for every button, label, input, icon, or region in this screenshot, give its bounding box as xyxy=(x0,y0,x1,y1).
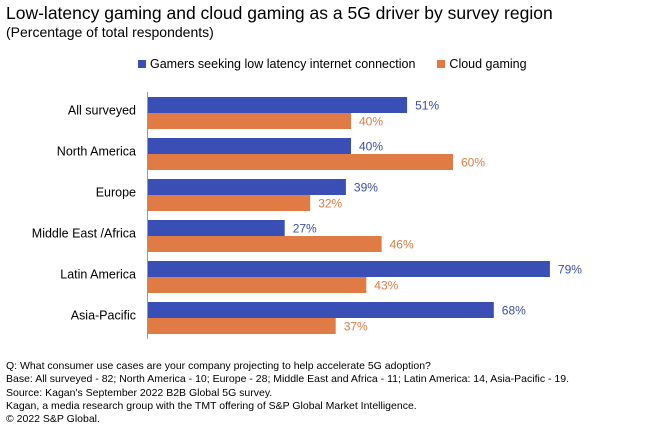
bar-chart: All surveyed 51% 40% North America 40% 60% Eur… xyxy=(32,92,582,339)
legend: Gamers seeking low latency internet conn… xyxy=(138,57,549,71)
data-label-cloud-gaming: 32% xyxy=(318,197,342,211)
category-label: Latin America xyxy=(60,268,136,282)
chart-subtitle: (Percentage of total respondents) xyxy=(6,24,214,40)
bar-low-latency xyxy=(147,220,285,236)
data-label-low-latency: 51% xyxy=(415,99,439,113)
bar-low-latency xyxy=(147,179,346,195)
data-label-low-latency: 27% xyxy=(293,222,317,236)
data-label-low-latency: 40% xyxy=(359,140,383,154)
data-label-cloud-gaming: 43% xyxy=(374,279,398,293)
data-label-cloud-gaming: 46% xyxy=(390,238,414,252)
data-label-low-latency: 79% xyxy=(558,263,582,277)
data-label-low-latency: 68% xyxy=(502,304,526,318)
category-label: Middle East /Africa xyxy=(32,227,136,241)
bar-cloud-gaming xyxy=(147,318,336,334)
bar-cloud-gaming xyxy=(147,277,367,293)
legend-swatch-low-latency xyxy=(138,60,146,68)
bar-cloud-gaming xyxy=(147,113,351,129)
footnotes: Q: What consumer use cases are your comp… xyxy=(6,360,569,426)
chart-title: Low-latency gaming and cloud gaming as a… xyxy=(6,3,553,23)
category-label: Europe xyxy=(96,186,136,200)
bar-low-latency xyxy=(147,302,494,318)
bar-cloud-gaming xyxy=(147,154,453,170)
footnote-base: Base: All surveyed - 82; North America -… xyxy=(6,373,569,386)
legend-item-low-latency: Gamers seeking low latency internet conn… xyxy=(138,57,415,71)
legend-label-cloud-gaming: Cloud gaming xyxy=(449,57,527,71)
footnote-copyright: © 2022 S&P Global. xyxy=(6,413,100,426)
data-label-cloud-gaming: 40% xyxy=(359,115,383,129)
bar-low-latency xyxy=(147,97,408,113)
footnote-kagan: Kagan, a media research group with the T… xyxy=(6,399,417,412)
footnote-question: Q: What consumer use cases are your comp… xyxy=(6,360,431,372)
bar-cloud-gaming xyxy=(147,236,382,252)
footnote-source: Source: Kagan's September 2022 B2B Globa… xyxy=(6,386,273,399)
bar-cloud-gaming xyxy=(147,195,311,211)
bar-low-latency xyxy=(147,138,351,154)
data-label-low-latency: 39% xyxy=(354,181,378,195)
legend-label-low-latency: Gamers seeking low latency internet conn… xyxy=(150,57,416,71)
legend-swatch-cloud-gaming xyxy=(437,60,446,68)
category-label: North America xyxy=(57,145,136,159)
category-label: All surveyed xyxy=(68,104,136,118)
legend-item-cloud-gaming: Cloud gaming xyxy=(437,57,527,71)
category-label: Asia-Pacific xyxy=(71,309,136,323)
data-label-cloud-gaming: 37% xyxy=(344,320,368,334)
bar-low-latency xyxy=(147,261,550,277)
data-label-cloud-gaming: 60% xyxy=(461,156,485,170)
